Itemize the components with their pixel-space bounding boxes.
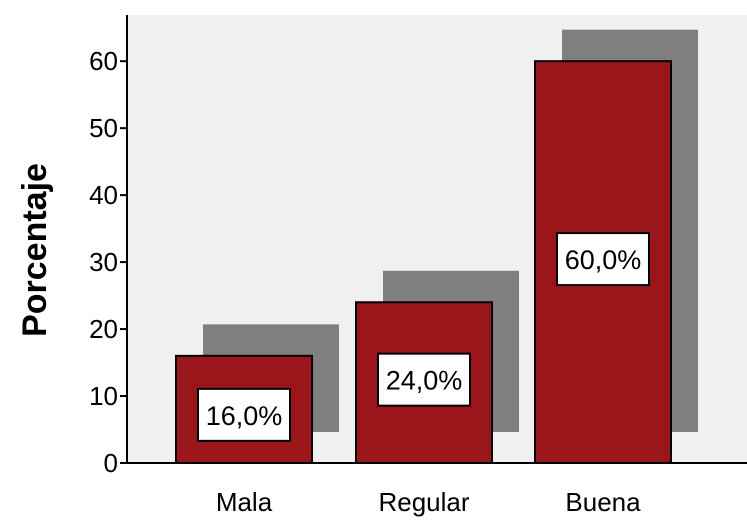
y-tick-label-20: 20 — [89, 314, 118, 344]
data-label-regular: 24,0% — [386, 366, 463, 396]
x-axis: Mala Regular Buena — [127, 462, 747, 517]
data-label-mala: 16,0% — [206, 401, 283, 431]
y-tick-label-40: 40 — [89, 180, 118, 210]
x-category-label-mala: Mala — [216, 487, 273, 517]
y-axis: 0 10 20 30 40 50 60 — [89, 15, 128, 478]
x-category-label-buena: Buena — [565, 487, 641, 517]
x-category-label-regular: Regular — [378, 487, 469, 517]
y-tick-label-10: 10 — [89, 381, 118, 411]
data-label-buena: 60,0% — [565, 245, 642, 275]
y-axis-label: Porcentaje — [16, 163, 54, 337]
bars: 16,0% 24,0% 60,0% — [175, 60, 672, 465]
y-tick-label-30: 30 — [89, 247, 118, 277]
y-tick-label-0: 0 — [104, 448, 118, 478]
data-label-box-regular — [377, 352, 471, 407]
data-label-box-mala — [197, 387, 291, 442]
y-tick-label-50: 50 — [89, 113, 118, 143]
y-tick-label-60: 60 — [89, 46, 118, 76]
data-label-box-buena — [556, 232, 650, 287]
